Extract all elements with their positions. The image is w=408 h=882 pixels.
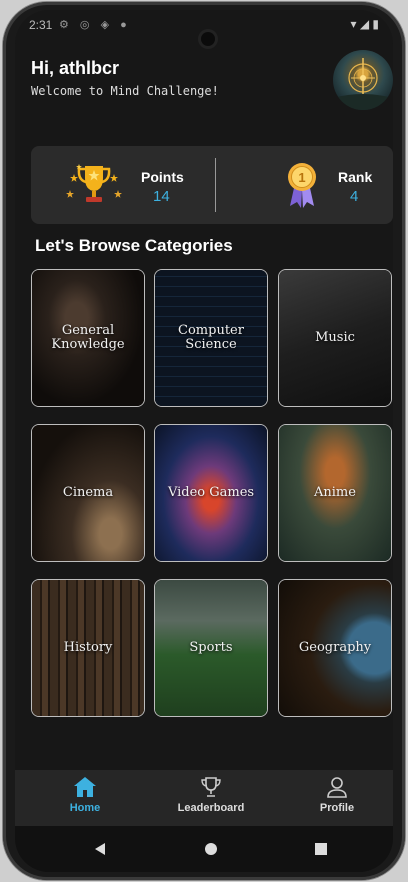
medal-icon: 1 — [288, 163, 316, 208]
category-card-anime[interactable]: Anime — [278, 424, 392, 562]
category-card-computer-science[interactable]: Computer Science — [154, 269, 268, 407]
nav-leaderboard-label: Leaderboard — [177, 802, 245, 814]
category-image — [279, 580, 391, 716]
home-icon — [74, 777, 96, 797]
svg-text:1: 1 — [298, 170, 305, 185]
categories-title: Let's Browse Categories — [35, 236, 233, 255]
system-nav-bar — [15, 826, 393, 872]
category-image — [279, 270, 391, 406]
person-icon — [327, 777, 347, 798]
points-value: 14 — [153, 188, 170, 205]
greeting-subtitle: Welcome to Mind Challenge! — [31, 84, 219, 98]
trophy-outline-icon — [201, 777, 221, 797]
category-card-sports[interactable]: Sports — [154, 579, 268, 717]
stats-divider — [215, 158, 216, 212]
category-label: Anime — [314, 485, 356, 500]
category-label: Computer Science — [178, 323, 244, 352]
avatar-emblem-icon — [333, 58, 393, 110]
recents-icon[interactable] — [314, 842, 328, 856]
points-label: Points — [141, 169, 184, 185]
category-image — [155, 270, 267, 406]
app-screen: 2:31 ⚙ ◎ ◈ ● ▾ ◢ ▮ Hi, athlbcr Welcome t… — [15, 10, 393, 872]
back-icon[interactable] — [93, 842, 107, 856]
category-label: Sports — [189, 640, 233, 655]
category-image — [279, 425, 391, 561]
category-label: Geography — [298, 640, 372, 655]
category-image — [32, 580, 144, 716]
category-label: History — [63, 640, 113, 655]
category-label: Music — [315, 330, 355, 345]
avatar[interactable] — [333, 50, 393, 110]
phone-frame: 2:31 ⚙ ◎ ◈ ● ▾ ◢ ▮ Hi, athlbcr Welcome t… — [3, 2, 405, 880]
status-notification-icons: ⚙ ◎ ◈ ● — [59, 19, 131, 31]
bottom-nav: Home Leaderboard Profile — [15, 770, 393, 826]
trophy-icon — [66, 164, 122, 202]
category-label: Cinema — [62, 485, 114, 500]
category-card-video-games[interactable]: Video Games — [154, 424, 268, 562]
category-image — [155, 425, 267, 561]
rank-label: Rank — [338, 169, 373, 185]
category-image — [32, 270, 144, 406]
front-camera — [201, 32, 215, 46]
home-circle-icon[interactable] — [204, 842, 218, 856]
category-image — [155, 580, 267, 716]
nav-profile[interactable]: Profile — [287, 776, 387, 814]
status-bar: 2:31 ⚙ ◎ ◈ ● ▾ ◢ ▮ — [15, 10, 393, 40]
category-label: Video Games — [167, 485, 255, 500]
nav-home-label: Home — [69, 802, 101, 814]
nav-leaderboard[interactable]: Leaderboard — [161, 776, 261, 814]
stats-panel: Points 14 1 Rank 4 — [31, 146, 393, 224]
status-system-icons: ▾ ◢ ▮ — [350, 17, 379, 31]
category-card-history[interactable]: History — [31, 579, 145, 717]
nav-home[interactable]: Home — [35, 776, 135, 814]
category-card-music[interactable]: Music — [278, 269, 392, 407]
greeting-title: Hi, athlbcr — [31, 58, 120, 78]
category-image — [32, 425, 144, 561]
category-card-geography[interactable]: Geography — [278, 579, 392, 717]
category-label: General Knowledge — [51, 323, 125, 352]
category-card-cinema[interactable]: Cinema — [31, 424, 145, 562]
nav-profile-label: Profile — [319, 802, 355, 814]
category-card-general-knowledge[interactable]: General Knowledge — [31, 269, 145, 407]
rank-value: 4 — [350, 188, 359, 205]
status-time: 2:31 — [29, 18, 53, 32]
